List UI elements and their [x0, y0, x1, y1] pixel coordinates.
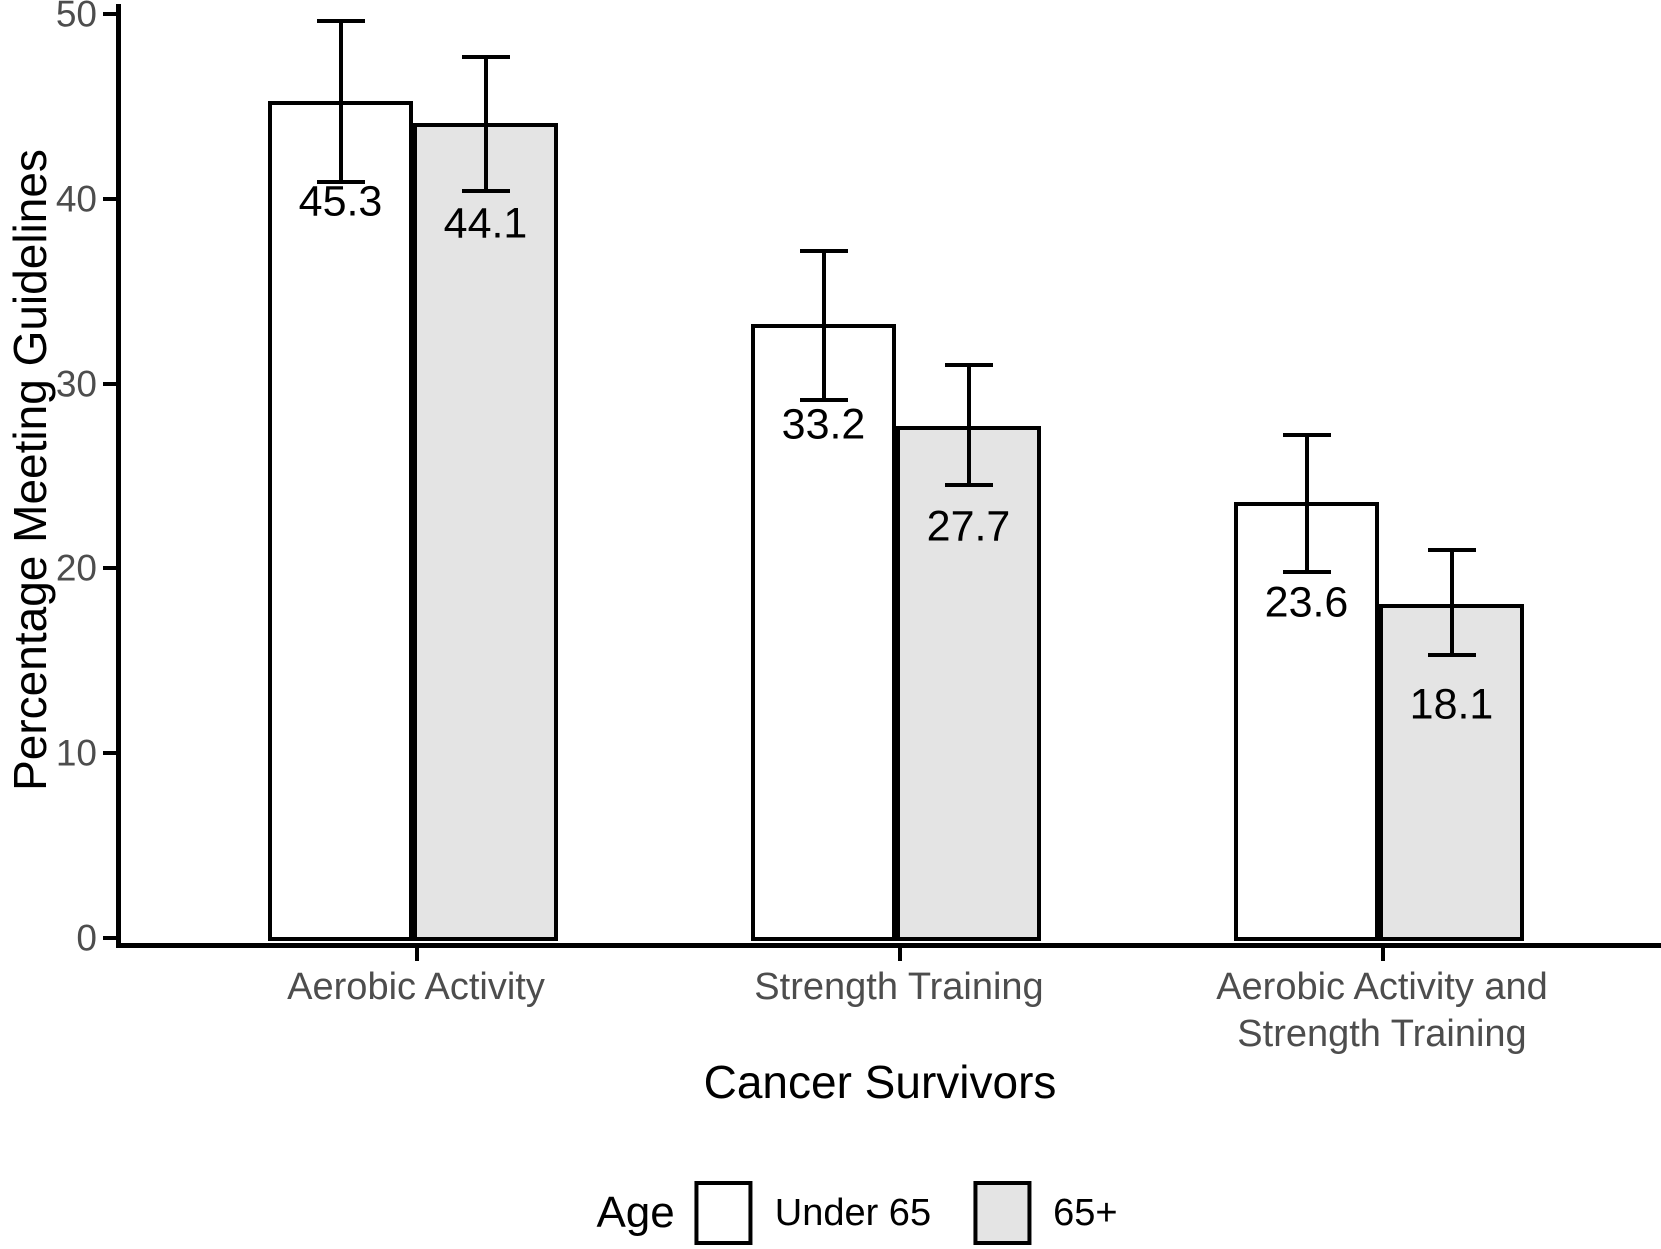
- error-bar-cap-bottom: [944, 483, 993, 488]
- bar-under65-2: [751, 324, 896, 941]
- y-tick-mark-20: [103, 566, 116, 571]
- bar-65plus-1: [413, 123, 558, 941]
- y-tick-label-0: 0: [76, 917, 97, 959]
- y-axis-line: [116, 4, 121, 948]
- y-tick-label-40: 40: [55, 178, 97, 220]
- bar-value-label: 33.2: [781, 400, 866, 449]
- y-axis-title: Percentage Meeting Guidelines: [4, 149, 56, 791]
- bar-value-label: 18.1: [1409, 680, 1494, 728]
- x-tick-mark-3: [1381, 948, 1385, 961]
- legend-label-65plus: 65+: [1053, 1191, 1118, 1234]
- x-tick-mark-2: [898, 948, 902, 961]
- error-bar-line: [1449, 549, 1454, 656]
- error-bar-cap-top: [316, 19, 365, 24]
- error-bar-line: [966, 365, 971, 486]
- x-axis-title: Cancer Survivors: [703, 1056, 1057, 1108]
- y-tick-mark-40: [103, 196, 116, 201]
- error-bar-cap-bottom: [1427, 653, 1476, 658]
- x-tick-mark-1: [415, 948, 419, 961]
- error-bar-cap-top: [1282, 433, 1331, 438]
- error-bar-cap-bottom: [316, 180, 365, 185]
- x-axis-line: [116, 943, 1661, 948]
- bar-65plus-3: [1379, 603, 1524, 941]
- error-bar-line: [483, 56, 488, 192]
- y-tick-label-10: 10: [55, 732, 97, 774]
- y-tick-mark-50: [103, 12, 116, 16]
- x-category-label-line: Aerobic Activity: [287, 966, 545, 1008]
- legend-swatch-65plus: [973, 1181, 1032, 1245]
- legend-title: Age: [596, 1188, 675, 1237]
- bar-under65-1: [268, 100, 413, 941]
- x-category-label-3: Aerobic Activity and Strength Training: [1216, 964, 1548, 1058]
- y-tick-mark-30: [103, 381, 116, 386]
- x-category-label-2: Strength Training: [754, 964, 1043, 1011]
- error-bar-cap-top: [799, 248, 848, 253]
- y-tick-label-20: 20: [55, 547, 97, 589]
- x-category-label-line: Strength Training: [754, 966, 1044, 1008]
- bar-value-label: 27.7: [926, 502, 1011, 551]
- error-bar-line: [338, 21, 343, 183]
- legend-swatch-under65: [694, 1181, 753, 1245]
- bar-value-label: 23.6: [1264, 578, 1349, 627]
- bar-value-label: 44.1: [443, 199, 528, 248]
- bar-under65-3: [1234, 501, 1379, 941]
- bar-value-label: 45.3: [298, 177, 383, 226]
- legend-label-under65: Under 65: [774, 1191, 932, 1234]
- error-bar-cap-bottom: [1282, 570, 1331, 575]
- x-category-label-1: Aerobic Activity: [287, 964, 545, 1011]
- error-bar-cap-top: [461, 54, 510, 59]
- legend: Age Under 65 65+: [596, 1181, 1118, 1245]
- y-tick-mark-0: [103, 936, 116, 940]
- error-bar-line: [1304, 435, 1309, 573]
- error-bar-cap-top: [944, 363, 993, 368]
- y-tick-label-50: 50: [55, 0, 97, 35]
- x-category-label-line: Aerobic Activity and: [1216, 966, 1548, 1008]
- error-bar-line: [821, 250, 826, 401]
- error-bar-cap-bottom: [799, 398, 848, 403]
- x-category-label-line: Strength Training: [1237, 1013, 1527, 1055]
- y-tick-label-30: 30: [55, 363, 97, 405]
- error-bar-cap-bottom: [461, 189, 510, 194]
- error-bar-cap-top: [1427, 547, 1476, 552]
- y-tick-mark-10: [103, 751, 116, 756]
